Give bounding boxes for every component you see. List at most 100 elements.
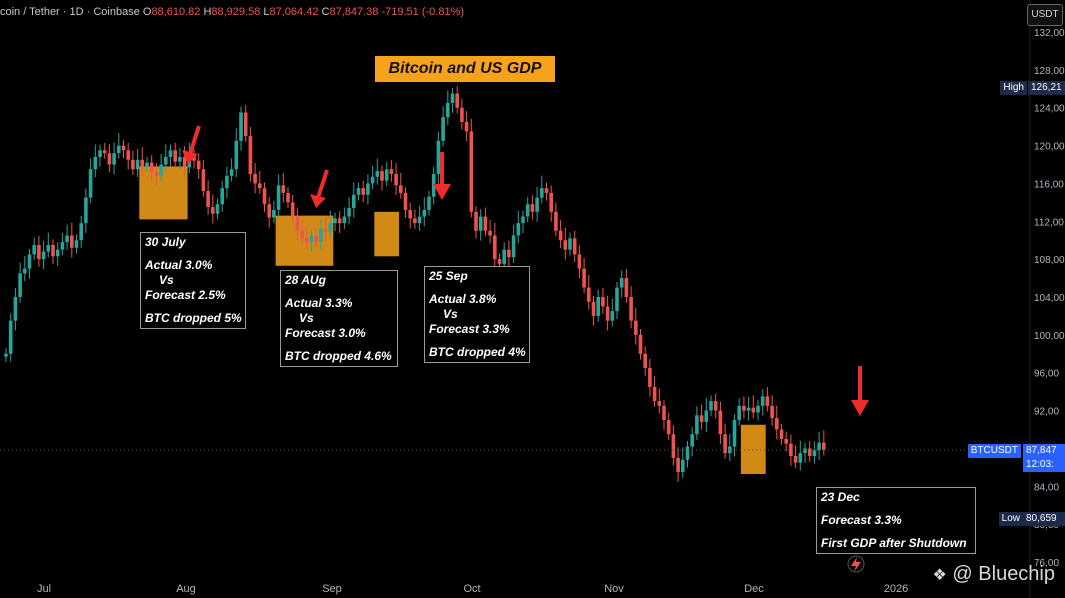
candle-body <box>375 171 380 177</box>
annotation-result: BTC dropped 5% <box>145 311 242 325</box>
btc-badge-label: BTCUSDT <box>967 444 1021 458</box>
candle-body <box>314 235 318 243</box>
x-tick-label: Dec <box>744 583 764 595</box>
candle-body <box>652 386 657 402</box>
candle-body <box>342 216 347 224</box>
candle-body <box>803 448 807 454</box>
candle-body <box>46 244 51 252</box>
candle-body <box>737 405 741 421</box>
candle-body <box>117 145 121 154</box>
y-tick-label: 112,00 <box>1034 217 1064 228</box>
y-tick-label: 76,00 <box>1034 558 1059 569</box>
ohlc-header: coin / Tether · 1D · Coinbase O88,610.82… <box>0 6 464 18</box>
candle-body <box>258 183 262 189</box>
candle-body <box>27 254 32 269</box>
candle-body <box>535 197 539 212</box>
candle-body <box>558 230 563 241</box>
candle-body <box>478 216 483 231</box>
arrow-august-head <box>310 194 326 208</box>
y-tick-label: 108,00 <box>1034 255 1065 266</box>
candle-body <box>732 420 737 447</box>
gdp-highlight-box <box>740 424 766 474</box>
candle-body <box>681 459 685 473</box>
candle-body <box>798 453 803 463</box>
candle-body <box>511 235 516 258</box>
candle-body <box>742 405 746 411</box>
watermark-text: @ Bluechip <box>952 563 1055 585</box>
candle-body <box>65 235 69 243</box>
currency-selector[interactable]: USDT <box>1027 4 1063 26</box>
candle-body <box>441 117 445 141</box>
annotation-date: 25 Sep <box>429 269 468 283</box>
candle-body <box>305 238 309 243</box>
candle-body <box>446 102 450 118</box>
candle-body <box>723 434 727 454</box>
candle-body <box>159 164 163 176</box>
candle-body <box>695 415 699 435</box>
candle-body <box>370 176 375 184</box>
candle-body <box>41 251 46 260</box>
candle-body <box>789 443 793 456</box>
y-tick-label: 96,00 <box>1034 369 1059 380</box>
candle-body <box>568 238 572 250</box>
annotation-july: 30 July Actual 3.0% Vs Forecast 2.5% BTC… <box>140 232 246 329</box>
candle-body <box>488 230 492 236</box>
annotation-forecast: Forecast 3.3% <box>821 513 902 527</box>
candle-body <box>483 216 488 231</box>
candle-body <box>173 150 177 162</box>
candle-body <box>309 235 314 243</box>
candle-body <box>295 216 300 231</box>
candle-body <box>713 401 718 411</box>
candle-body <box>154 172 159 176</box>
candle-body <box>474 211 478 231</box>
candle-body <box>699 415 704 422</box>
annotation-result: BTC dropped 4.6% <box>285 349 392 363</box>
candle-body <box>196 160 201 170</box>
y-tick-label: 84,00 <box>1034 482 1059 493</box>
low-value: 87,064.42 <box>269 6 319 18</box>
candle-body <box>23 268 27 274</box>
gdp-highlight-box <box>139 166 188 220</box>
candle-body <box>352 194 356 209</box>
candle-body <box>126 150 130 160</box>
candle-body <box>112 153 116 165</box>
candle-body <box>248 136 253 174</box>
candle-body <box>615 287 619 312</box>
candle-body <box>300 230 304 239</box>
candle-body <box>549 192 553 212</box>
candle-body <box>337 218 342 224</box>
symbol-text: coin / Tether · 1D · Coinbase <box>0 6 140 18</box>
candle-body <box>206 191 210 208</box>
arrow-august-shaft <box>316 169 329 199</box>
candle-body <box>643 353 647 368</box>
candle-body <box>286 192 290 203</box>
candle-body <box>366 183 370 195</box>
candle-body <box>582 268 586 288</box>
candle-body <box>657 401 662 406</box>
y-tick-label: 116,00 <box>1034 179 1064 190</box>
candle-body <box>417 216 422 224</box>
y-tick-label: 132,00 <box>1034 28 1065 39</box>
candle-body <box>756 405 760 413</box>
candle-body <box>822 442 826 450</box>
candle-body <box>164 156 168 165</box>
annotation-forecast: Forecast 3.0% <box>285 326 366 340</box>
candle-body <box>135 159 140 170</box>
candle-body <box>648 367 652 387</box>
candle-body <box>507 249 511 258</box>
annotation-vs: Vs <box>299 311 314 325</box>
candle-body <box>746 407 751 411</box>
arrow-july-shaft <box>188 125 201 155</box>
candle-body <box>74 240 79 248</box>
candle-body <box>319 228 323 243</box>
candle-body <box>32 244 36 255</box>
x-tick-label: 2026 <box>884 583 908 595</box>
candle-body <box>55 249 60 257</box>
annotation-date: 30 July <box>145 235 186 249</box>
candle-body <box>145 162 149 167</box>
candle-body <box>587 287 591 302</box>
candle-body <box>60 242 65 250</box>
candle-body <box>107 153 112 165</box>
x-tick-label: Nov <box>604 583 624 595</box>
annotation-december: 23 Dec Forecast 3.3% First GDP after Shu… <box>816 487 976 554</box>
